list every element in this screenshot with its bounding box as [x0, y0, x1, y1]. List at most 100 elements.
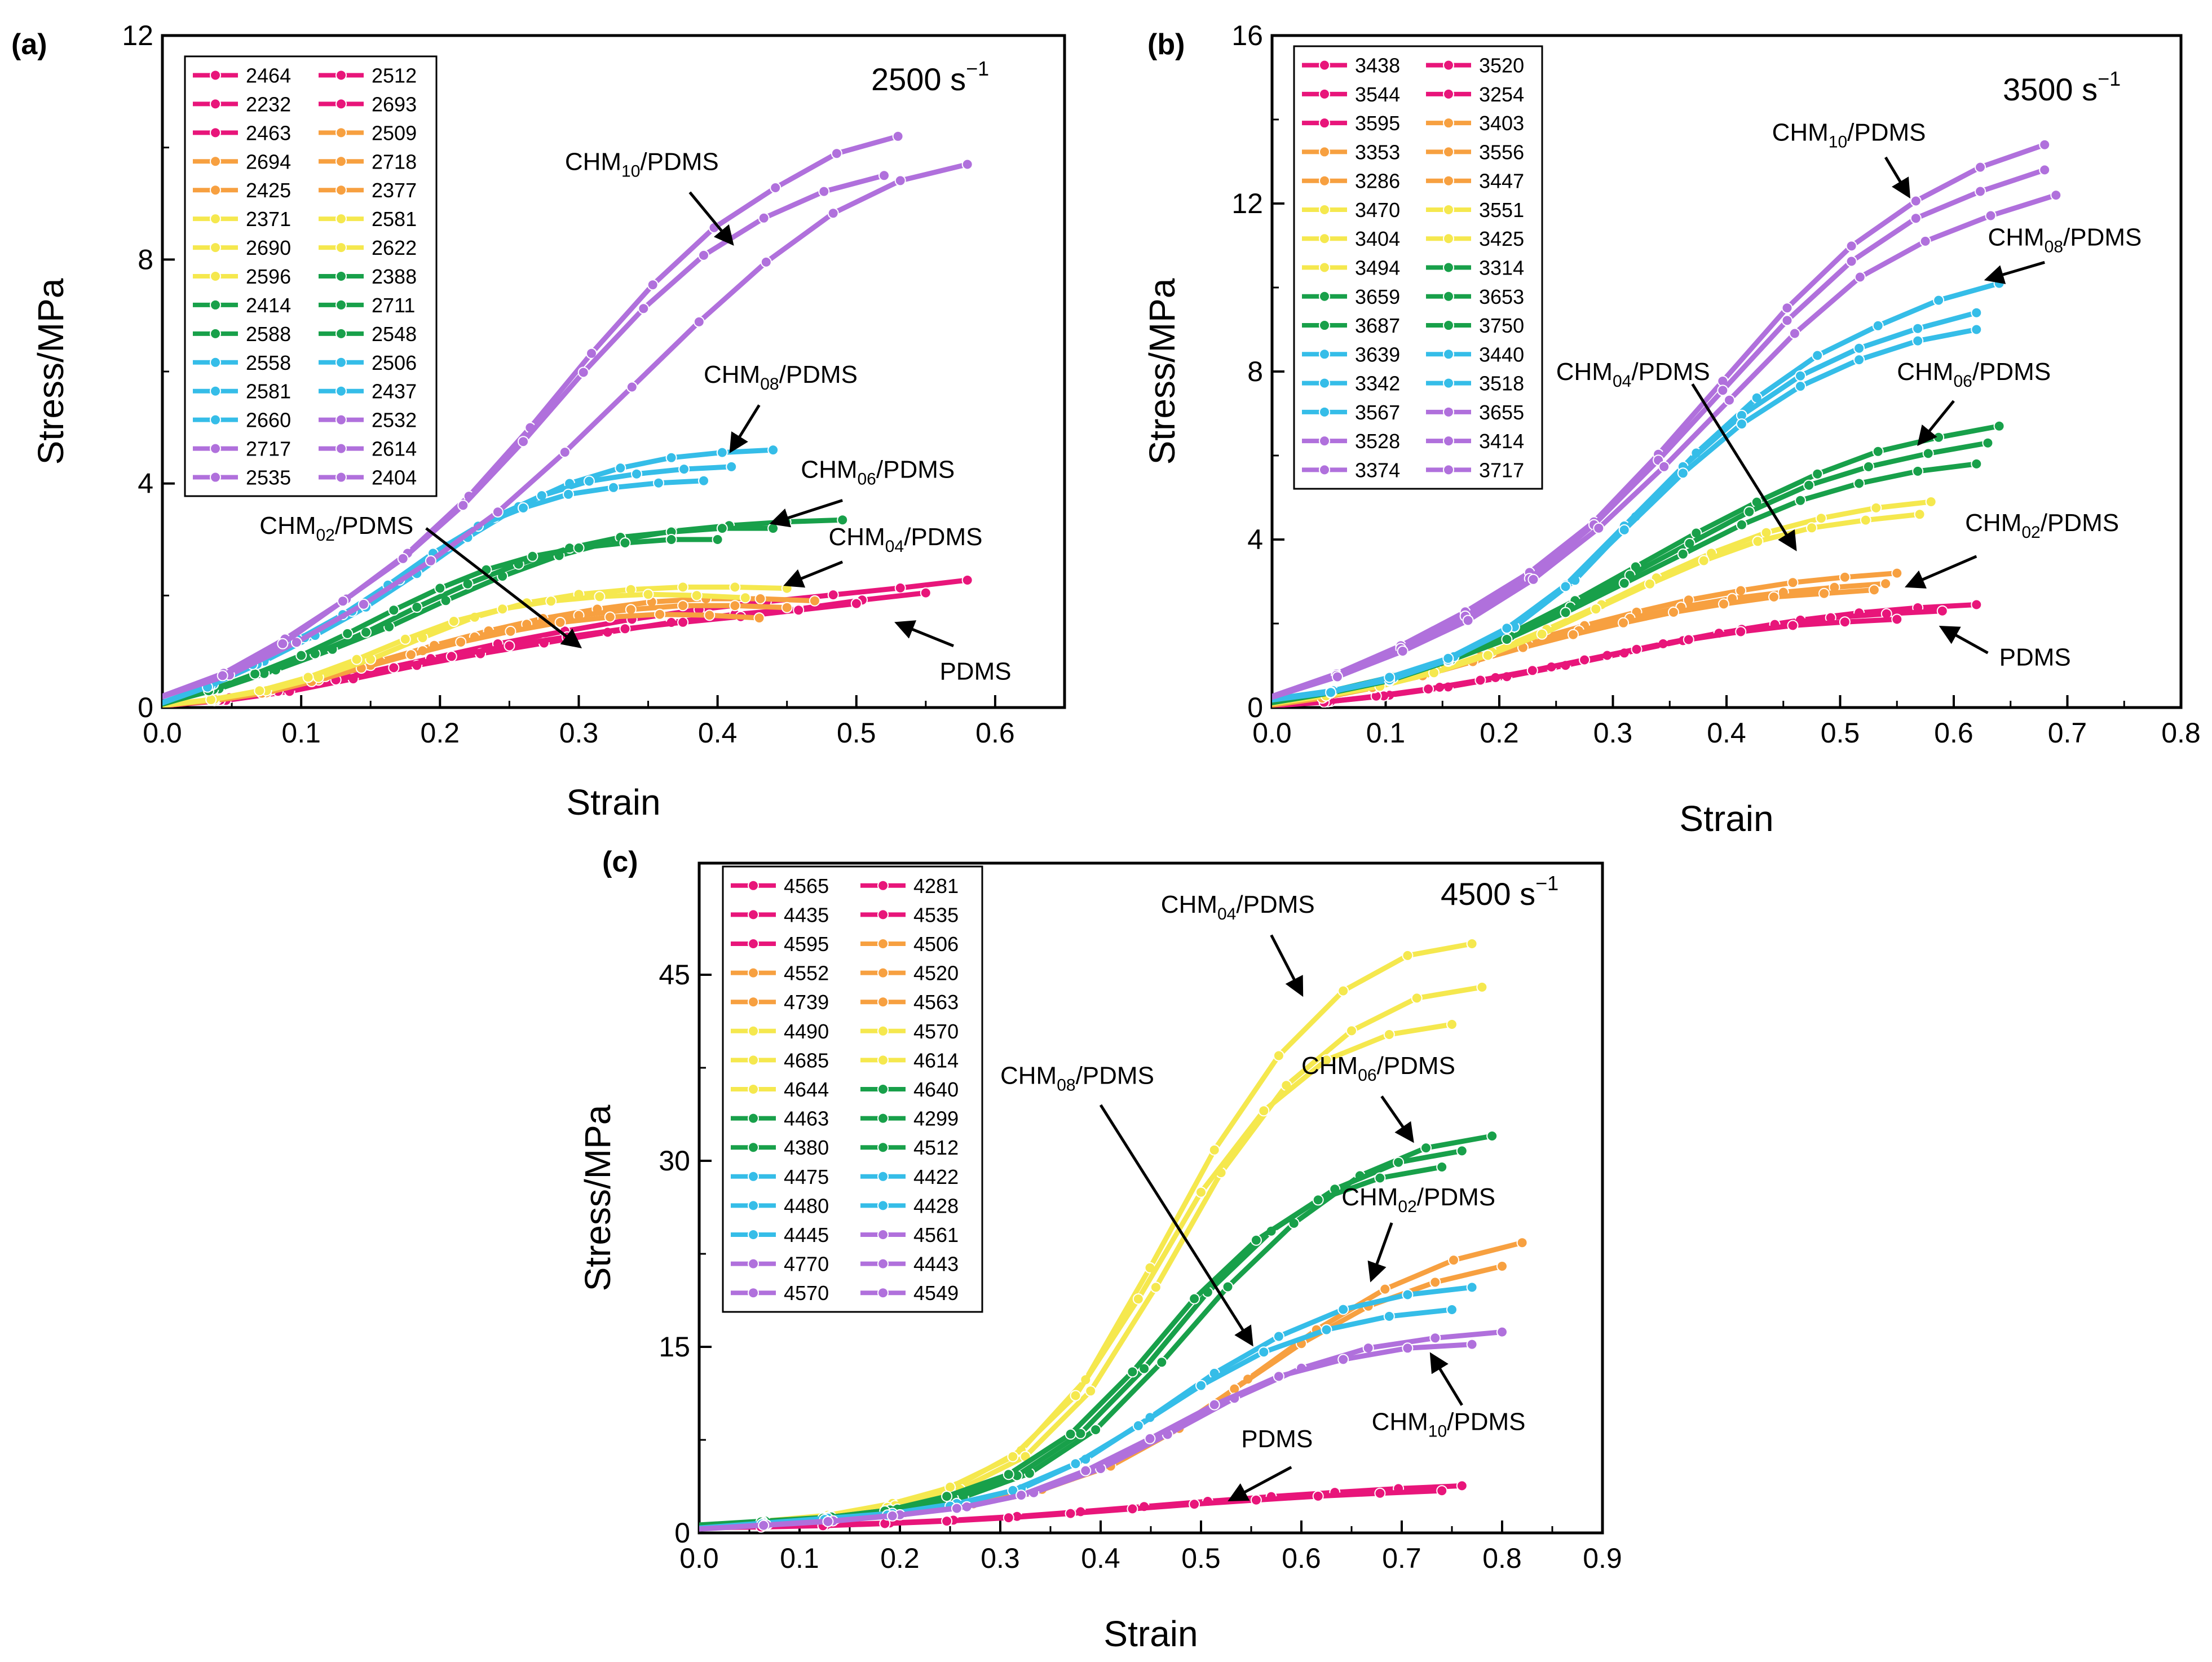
legend-swatch-marker-chm08	[748, 1170, 759, 1182]
data-point-chm02	[654, 608, 666, 620]
data-point-chm02	[625, 604, 637, 616]
data-point-chm02	[1768, 591, 1780, 603]
data-point-chm10	[831, 148, 842, 160]
annotation-label: CHM08/PDMS	[1000, 1062, 1154, 1095]
legend-swatch-marker-chm06	[210, 299, 221, 311]
legend-entry-label: 4570	[913, 1020, 959, 1043]
data-point-chm10	[397, 552, 409, 564]
data-point-chm04	[1806, 522, 1818, 534]
data-point-chm08	[1560, 581, 1571, 593]
data-point-chm06	[388, 604, 400, 616]
data-point-chm06	[1090, 1424, 1102, 1435]
data-point-pdms	[1474, 674, 1486, 686]
annotation-arrow	[1429, 1352, 1463, 1406]
legend-entry-label: 3639	[1355, 343, 1400, 366]
data-point-chm02	[1868, 584, 1880, 596]
legend-entry-label: 2614	[372, 437, 417, 461]
data-point-chm06	[360, 626, 372, 638]
annotation-label-rest: /PDMS	[1236, 891, 1314, 918]
legend-swatch-marker-chm02	[877, 967, 889, 979]
data-point-chm10	[559, 447, 571, 458]
legend-entry-label: 4445	[784, 1223, 829, 1246]
data-point-chm08	[1383, 1310, 1395, 1322]
data-point-chm04	[1070, 1390, 1081, 1402]
legend-swatch-marker-chm02	[335, 156, 347, 167]
data-point-chm04	[1195, 1186, 1207, 1198]
x-tick-label: 0.9	[1583, 1542, 1622, 1574]
legend-swatch-marker-chm02	[1319, 175, 1330, 187]
data-point-chm04	[729, 581, 741, 593]
annotation-label-subscript: 10	[621, 162, 640, 180]
data-point-chm08	[1337, 1303, 1349, 1315]
legend-swatch-marker-chm02	[748, 996, 759, 1008]
annotation-arrow	[1884, 156, 1911, 199]
data-point-chm06	[1922, 448, 1934, 459]
data-point-chm04	[545, 595, 557, 607]
legend: 3438 3520 3544 3254 3595 3403 3353 3556 3286 3447…	[1293, 45, 1543, 490]
data-point-chm08	[631, 468, 642, 480]
annotation-arrow	[1939, 626, 1989, 655]
data-point-pdms	[961, 574, 973, 586]
data-point-chm10	[1402, 1342, 1414, 1354]
data-point-chm08	[563, 488, 574, 500]
data-point-chm10	[1717, 384, 1729, 396]
legend-swatch-marker-pdms	[1319, 59, 1330, 71]
legend-entry-label: 2622	[372, 236, 417, 259]
legend-swatch-marker-pdms	[877, 909, 889, 921]
legend-swatch-marker-chm02	[748, 967, 759, 979]
legend-swatch-marker-pdms	[1443, 88, 1454, 100]
data-point-chm06	[1812, 468, 1824, 480]
data-point-chm10	[1781, 315, 1793, 326]
annotation-arrow	[783, 560, 844, 588]
annotation-label-rest: /PDMS	[779, 361, 858, 388]
strain-rate-value: 2500 s	[871, 61, 966, 97]
legend-entry-label: 2371	[246, 207, 291, 231]
legend-swatch-marker-chm08	[335, 385, 347, 397]
legend: 4565 4281 4435 4535 4595 4506 4552 4520 4739 4563…	[722, 865, 983, 1313]
data-point-chm02	[809, 595, 820, 607]
legend-entry-label: 3440	[1479, 343, 1524, 366]
data-point-chm04	[1466, 938, 1478, 949]
y-tick-label: 4	[1247, 524, 1263, 555]
legend-swatch-marker-chm08	[210, 356, 221, 368]
data-point-chm04	[1346, 1025, 1357, 1037]
data-point-chm08	[1446, 1304, 1458, 1315]
data-point-chm10	[1910, 195, 1922, 207]
annotation-label-rest: /PDMS	[1972, 358, 2051, 386]
data-point-chm10	[758, 1519, 770, 1531]
data-point-chm02	[1735, 585, 1747, 596]
legend-entry-label: 2693	[372, 92, 417, 116]
legend-entry-label: 4463	[784, 1107, 829, 1130]
data-point-chm06	[1560, 607, 1571, 618]
data-point-pdms	[1936, 605, 1948, 617]
annotation-arrow	[1099, 1104, 1253, 1347]
data-point-pdms	[504, 640, 515, 652]
legend-swatch-marker-chm10	[1319, 464, 1330, 476]
x-tick-label: 0.2	[1480, 717, 1519, 749]
annotation-arrow	[769, 499, 843, 528]
legend-entry-label: 3653	[1479, 285, 1524, 308]
legend-swatch-marker-pdms	[1319, 88, 1330, 100]
data-point-chm08	[1912, 322, 1924, 334]
data-point-pdms	[920, 587, 931, 599]
x-tick-label: 0.1	[780, 1542, 819, 1574]
legend-swatch-marker-chm10	[877, 1229, 889, 1240]
data-point-chm10	[1910, 213, 1922, 224]
annotation-label: PDMS	[939, 657, 1011, 685]
data-point-chm04	[1085, 1385, 1097, 1397]
legend-swatch-marker-chm04	[210, 242, 221, 254]
data-point-chm04	[254, 685, 266, 697]
data-point-chm10	[951, 1502, 962, 1514]
legend-entry-label: 2548	[372, 322, 417, 346]
legend-entry-label: 3470	[1355, 198, 1400, 222]
data-point-chm10	[760, 256, 772, 268]
data-point-chm10	[894, 175, 906, 187]
x-tick-label: 0.2	[421, 717, 460, 749]
annotation-label-subscript: 10	[1829, 132, 1847, 151]
data-point-chm10	[886, 1510, 898, 1522]
data-point-chm02	[1568, 629, 1579, 640]
data-point-chm06	[837, 514, 849, 526]
strain-rate-label: 4500 s−1	[1441, 872, 1558, 912]
data-point-chm10	[1496, 1326, 1508, 1338]
data-point-chm06	[1677, 548, 1689, 560]
